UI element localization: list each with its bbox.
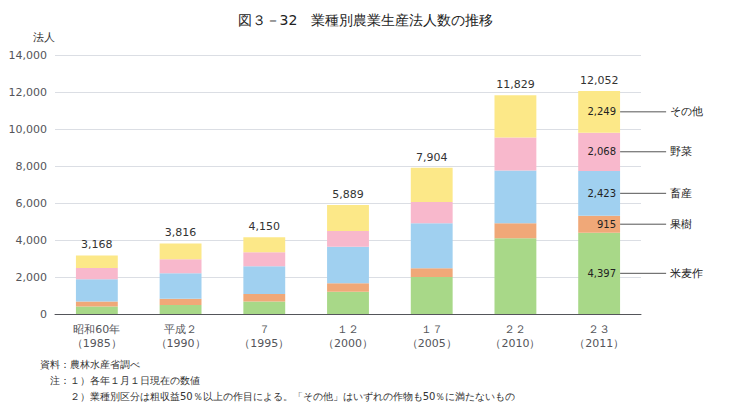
svg-text:4,397: 4,397 <box>587 268 616 279</box>
svg-text:2,249: 2,249 <box>587 106 616 117</box>
svg-text:７: ７ <box>259 323 270 336</box>
svg-text:14,000: 14,000 <box>9 49 48 62</box>
svg-text:（2011）: （2011） <box>574 337 624 350</box>
svg-text:１７: １７ <box>421 323 443 336</box>
svg-text:資料：農林水産省調べ: 資料：農林水産省調べ <box>40 359 140 370</box>
svg-text:果樹: 果樹 <box>670 218 692 231</box>
svg-text:12,052: 12,052 <box>580 74 619 87</box>
svg-text:（2010）: （2010） <box>490 337 540 350</box>
svg-text:２）業種別区分は粗収益50％以上の作目による。「その他」はい: ２）業種別区分は粗収益50％以上の作目による。「その他」はいずれの作物も50％に… <box>40 391 515 403</box>
svg-text:915: 915 <box>597 219 616 230</box>
svg-text:11,829: 11,829 <box>496 78 535 91</box>
svg-text:（1995）: （1995） <box>239 337 289 350</box>
svg-text:図３－32 業種別農業生産法人数の推移: 図３－32 業種別農業生産法人数の推移 <box>238 12 494 28</box>
svg-text:2,423: 2,423 <box>587 188 616 199</box>
svg-text:（1990）: （1990） <box>156 337 206 350</box>
svg-text:12,000: 12,000 <box>9 86 48 99</box>
svg-text:0: 0 <box>40 308 47 321</box>
svg-text:2,000: 2,000 <box>16 271 48 284</box>
svg-text:注：１）各年１月１日現在の数値: 注：１）各年１月１日現在の数値 <box>40 375 200 386</box>
svg-text:平成２: 平成２ <box>164 323 197 336</box>
svg-text:昭和60年: 昭和60年 <box>73 323 120 336</box>
svg-text:7,904: 7,904 <box>416 151 448 164</box>
svg-text:4,150: 4,150 <box>249 220 281 233</box>
svg-text:2,068: 2,068 <box>587 146 616 157</box>
svg-text:（2005）: （2005） <box>407 337 457 350</box>
svg-text:２２: ２２ <box>504 323 526 336</box>
svg-text:畜産: 畜産 <box>670 187 692 200</box>
svg-text:その他: その他 <box>670 105 703 118</box>
svg-text:米麦作: 米麦作 <box>670 267 703 280</box>
svg-text:8,000: 8,000 <box>16 160 48 173</box>
svg-text:3,816: 3,816 <box>165 226 197 239</box>
svg-text:（2000）: （2000） <box>323 337 373 350</box>
svg-text:１２: １２ <box>337 323 359 336</box>
svg-text:（1985）: （1985） <box>72 337 122 350</box>
svg-text:10,000: 10,000 <box>9 123 48 136</box>
svg-text:6,000: 6,000 <box>16 197 48 210</box>
svg-text:5,889: 5,889 <box>332 188 364 201</box>
svg-text:２３: ２３ <box>588 323 610 336</box>
svg-text:3,168: 3,168 <box>81 238 113 251</box>
svg-text:4,000: 4,000 <box>16 234 48 247</box>
svg-text:法人: 法人 <box>33 31 55 44</box>
svg-text:野菜: 野菜 <box>670 145 692 158</box>
